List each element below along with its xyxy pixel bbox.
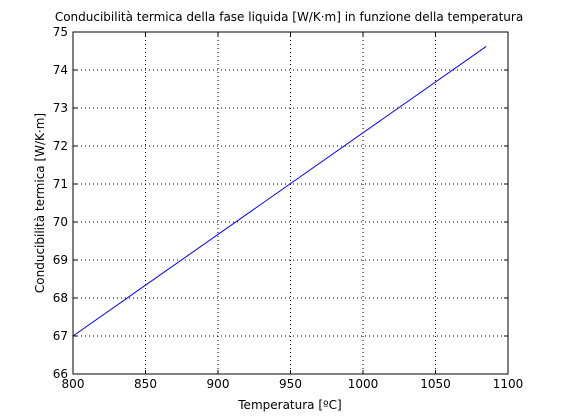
y-tick-label: 68 bbox=[53, 291, 68, 305]
ticks bbox=[72, 31, 509, 375]
x-tick-label: 800 bbox=[62, 377, 85, 391]
y-tick-label: 74 bbox=[53, 63, 68, 77]
y-tick-label: 73 bbox=[53, 101, 68, 115]
x-tick-label: 850 bbox=[134, 377, 157, 391]
x-tick-label: 1100 bbox=[493, 377, 524, 391]
series-line bbox=[72, 46, 487, 337]
y-tick-label: 66 bbox=[53, 367, 68, 381]
x-tick-label: 900 bbox=[207, 377, 230, 391]
chart-title: Conducibilità termica della fase liquida… bbox=[55, 10, 523, 24]
plot-area bbox=[73, 32, 508, 374]
grid bbox=[73, 32, 508, 374]
x-tick-label: 950 bbox=[279, 377, 302, 391]
y-tick-label: 75 bbox=[53, 25, 68, 39]
y-tick-label: 71 bbox=[53, 177, 68, 191]
y-tick-label: 69 bbox=[53, 253, 68, 267]
x-tick-labels: 800 850 900 950 1000 1050 1100 bbox=[62, 377, 524, 391]
y-axis-label: Conducibilità termica [W/K·m] bbox=[33, 113, 47, 293]
x-tick-label: 1050 bbox=[420, 377, 451, 391]
x-axis-label: Temperatura [ºC] bbox=[237, 398, 341, 412]
y-tick-label: 67 bbox=[53, 329, 68, 343]
x-tick-label: 1000 bbox=[348, 377, 379, 391]
y-tick-label: 72 bbox=[53, 139, 68, 153]
y-tick-labels: 66 67 68 69 70 71 72 73 74 75 bbox=[53, 25, 68, 381]
series-layer bbox=[72, 46, 487, 337]
y-tick-label: 70 bbox=[53, 215, 68, 229]
